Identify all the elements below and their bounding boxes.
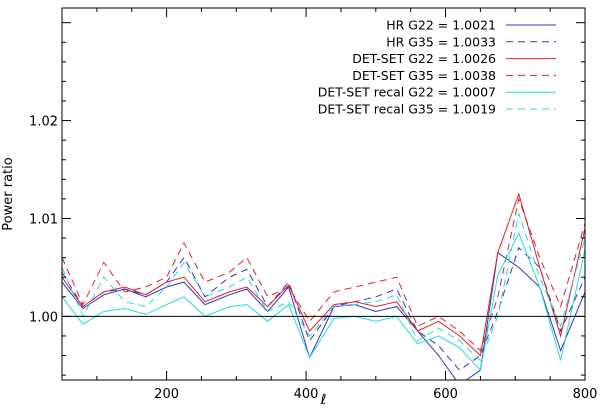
y-tick-label: 1.00	[29, 310, 58, 325]
legend-label-3: DET-SET G22 = 1.0026	[352, 51, 496, 66]
legend-label-5: DET-SET recal G22 = 1.0007	[318, 85, 496, 100]
series-line-5	[62, 231, 585, 372]
x-tick-label: 800	[573, 387, 598, 402]
y-tick-label: 1.02	[29, 115, 58, 130]
x-tick-label: 600	[433, 387, 458, 402]
x-tick-label: 200	[154, 387, 179, 402]
plot-frame	[61, 7, 586, 381]
y-axis-label: Power ratio	[1, 157, 16, 230]
series-line-3	[62, 192, 585, 357]
series-line-6	[62, 211, 585, 362]
legend-label-4: DET-SET G35 = 1.0038	[352, 68, 496, 83]
legend-label-2: HR G35 = 1.0033	[386, 34, 496, 49]
legend-label-6: DET-SET recal G35 = 1.0019	[318, 102, 496, 117]
legend-label-1: HR G22 = 1.0021	[386, 18, 496, 33]
series-line-2	[62, 246, 585, 371]
y-tick-label: 1.01	[29, 212, 58, 227]
series-layer	[62, 192, 585, 380]
x-axis-label: ℓ	[320, 392, 327, 408]
tick-layer: 200 400 600 800 1.00 1.01 1.02	[29, 8, 597, 402]
series-line-4	[62, 197, 585, 352]
x-tick-label: 400	[294, 387, 319, 402]
